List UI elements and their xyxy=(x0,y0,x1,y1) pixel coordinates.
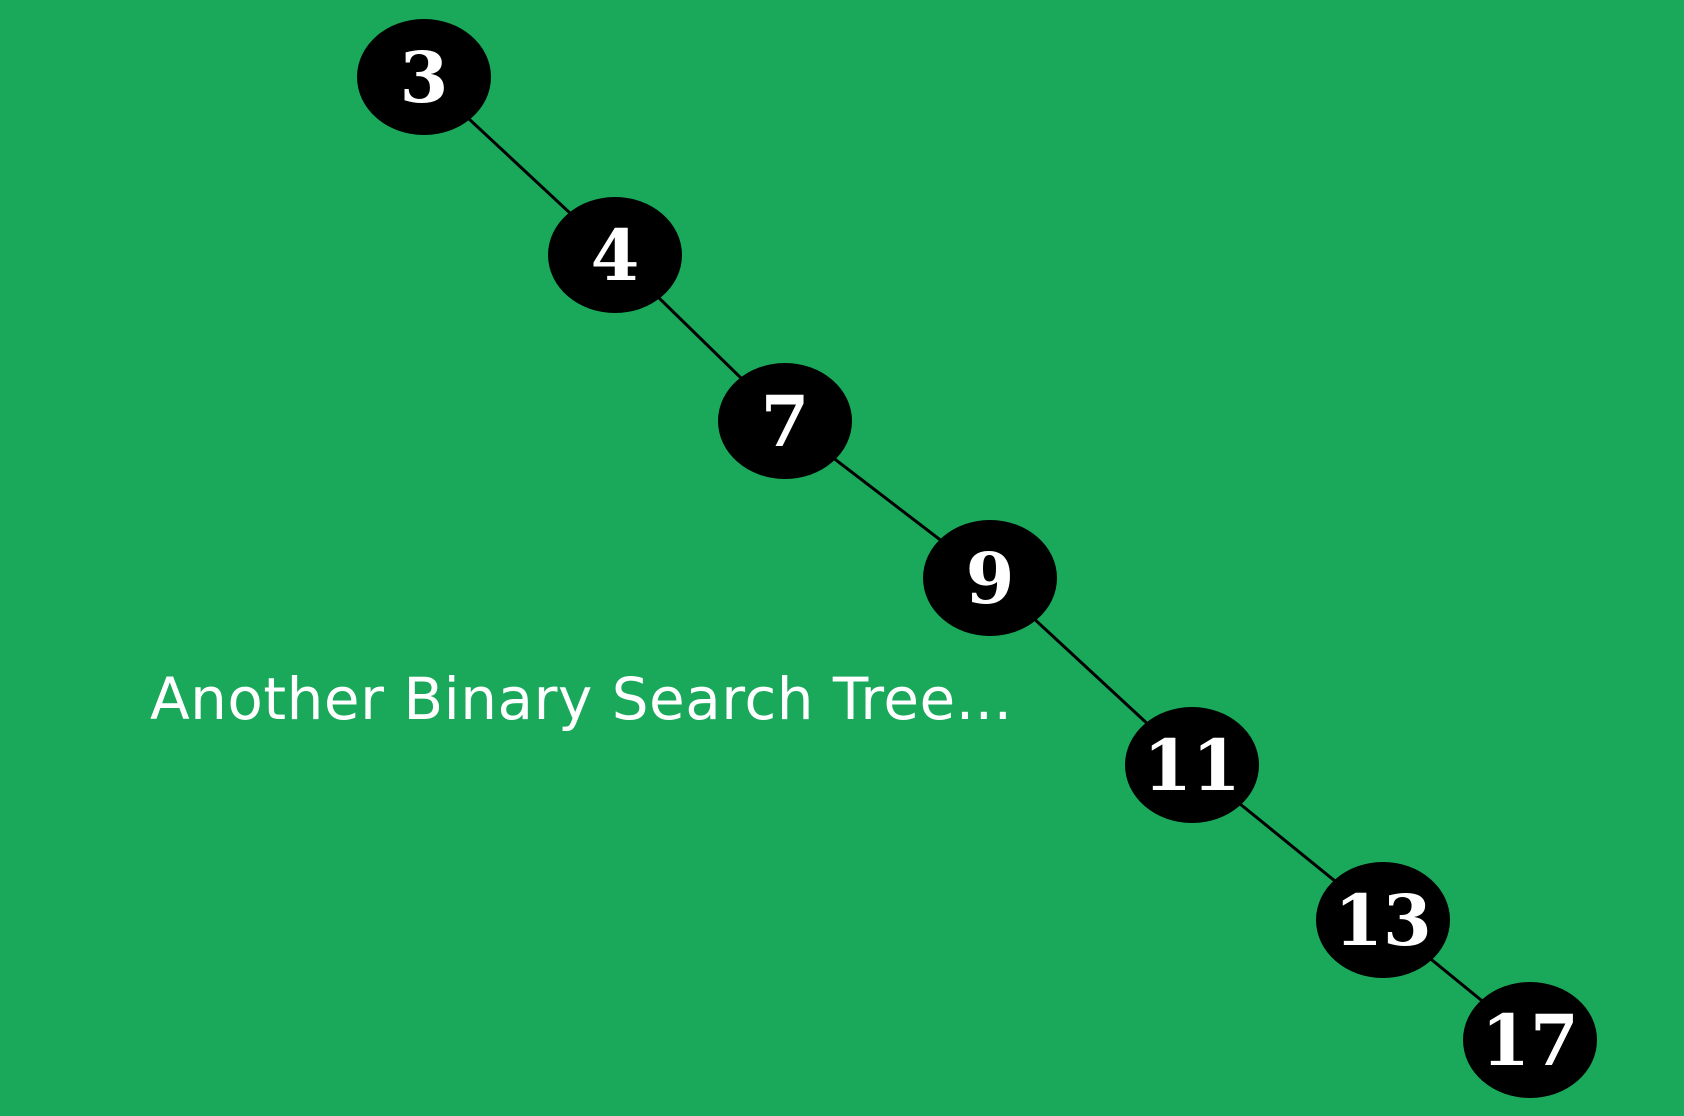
tree-node-4: 4 xyxy=(548,197,682,313)
tree-node-17: 17 xyxy=(1463,982,1597,1098)
node-circle xyxy=(1463,982,1597,1098)
node-label: 7 xyxy=(761,380,810,463)
node-circle xyxy=(1316,862,1450,978)
node-label: 4 xyxy=(591,214,640,297)
node-circle xyxy=(548,197,682,313)
node-label: 3 xyxy=(400,36,449,119)
tree-nodes: 3 4 7 9 11 13 17 xyxy=(357,19,1597,1098)
tree-node-7: 7 xyxy=(718,363,852,479)
node-circle xyxy=(1125,707,1259,823)
node-circle xyxy=(357,19,491,135)
node-label: 11 xyxy=(1143,724,1240,807)
node-label: 17 xyxy=(1481,999,1578,1082)
node-circle xyxy=(923,520,1057,636)
node-label: 13 xyxy=(1334,879,1431,962)
node-label: 9 xyxy=(966,537,1015,620)
tree-node-9: 9 xyxy=(923,520,1057,636)
tree-node-3: 3 xyxy=(357,19,491,135)
caption-text: Another Binary Search Tree... xyxy=(150,665,1013,733)
tree-node-11: 11 xyxy=(1125,707,1259,823)
node-circle xyxy=(718,363,852,479)
tree-node-13: 13 xyxy=(1316,862,1450,978)
